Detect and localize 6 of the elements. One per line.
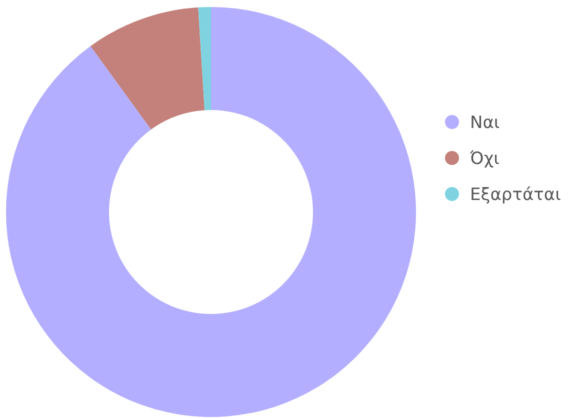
donut-slice	[6, 7, 416, 417]
legend-label: Όχι	[469, 148, 500, 169]
legend-label: Ναι	[470, 112, 500, 133]
legend-label: Εξαρτάται	[470, 184, 562, 205]
donut-slice	[90, 7, 205, 130]
donut-slice	[198, 7, 211, 110]
